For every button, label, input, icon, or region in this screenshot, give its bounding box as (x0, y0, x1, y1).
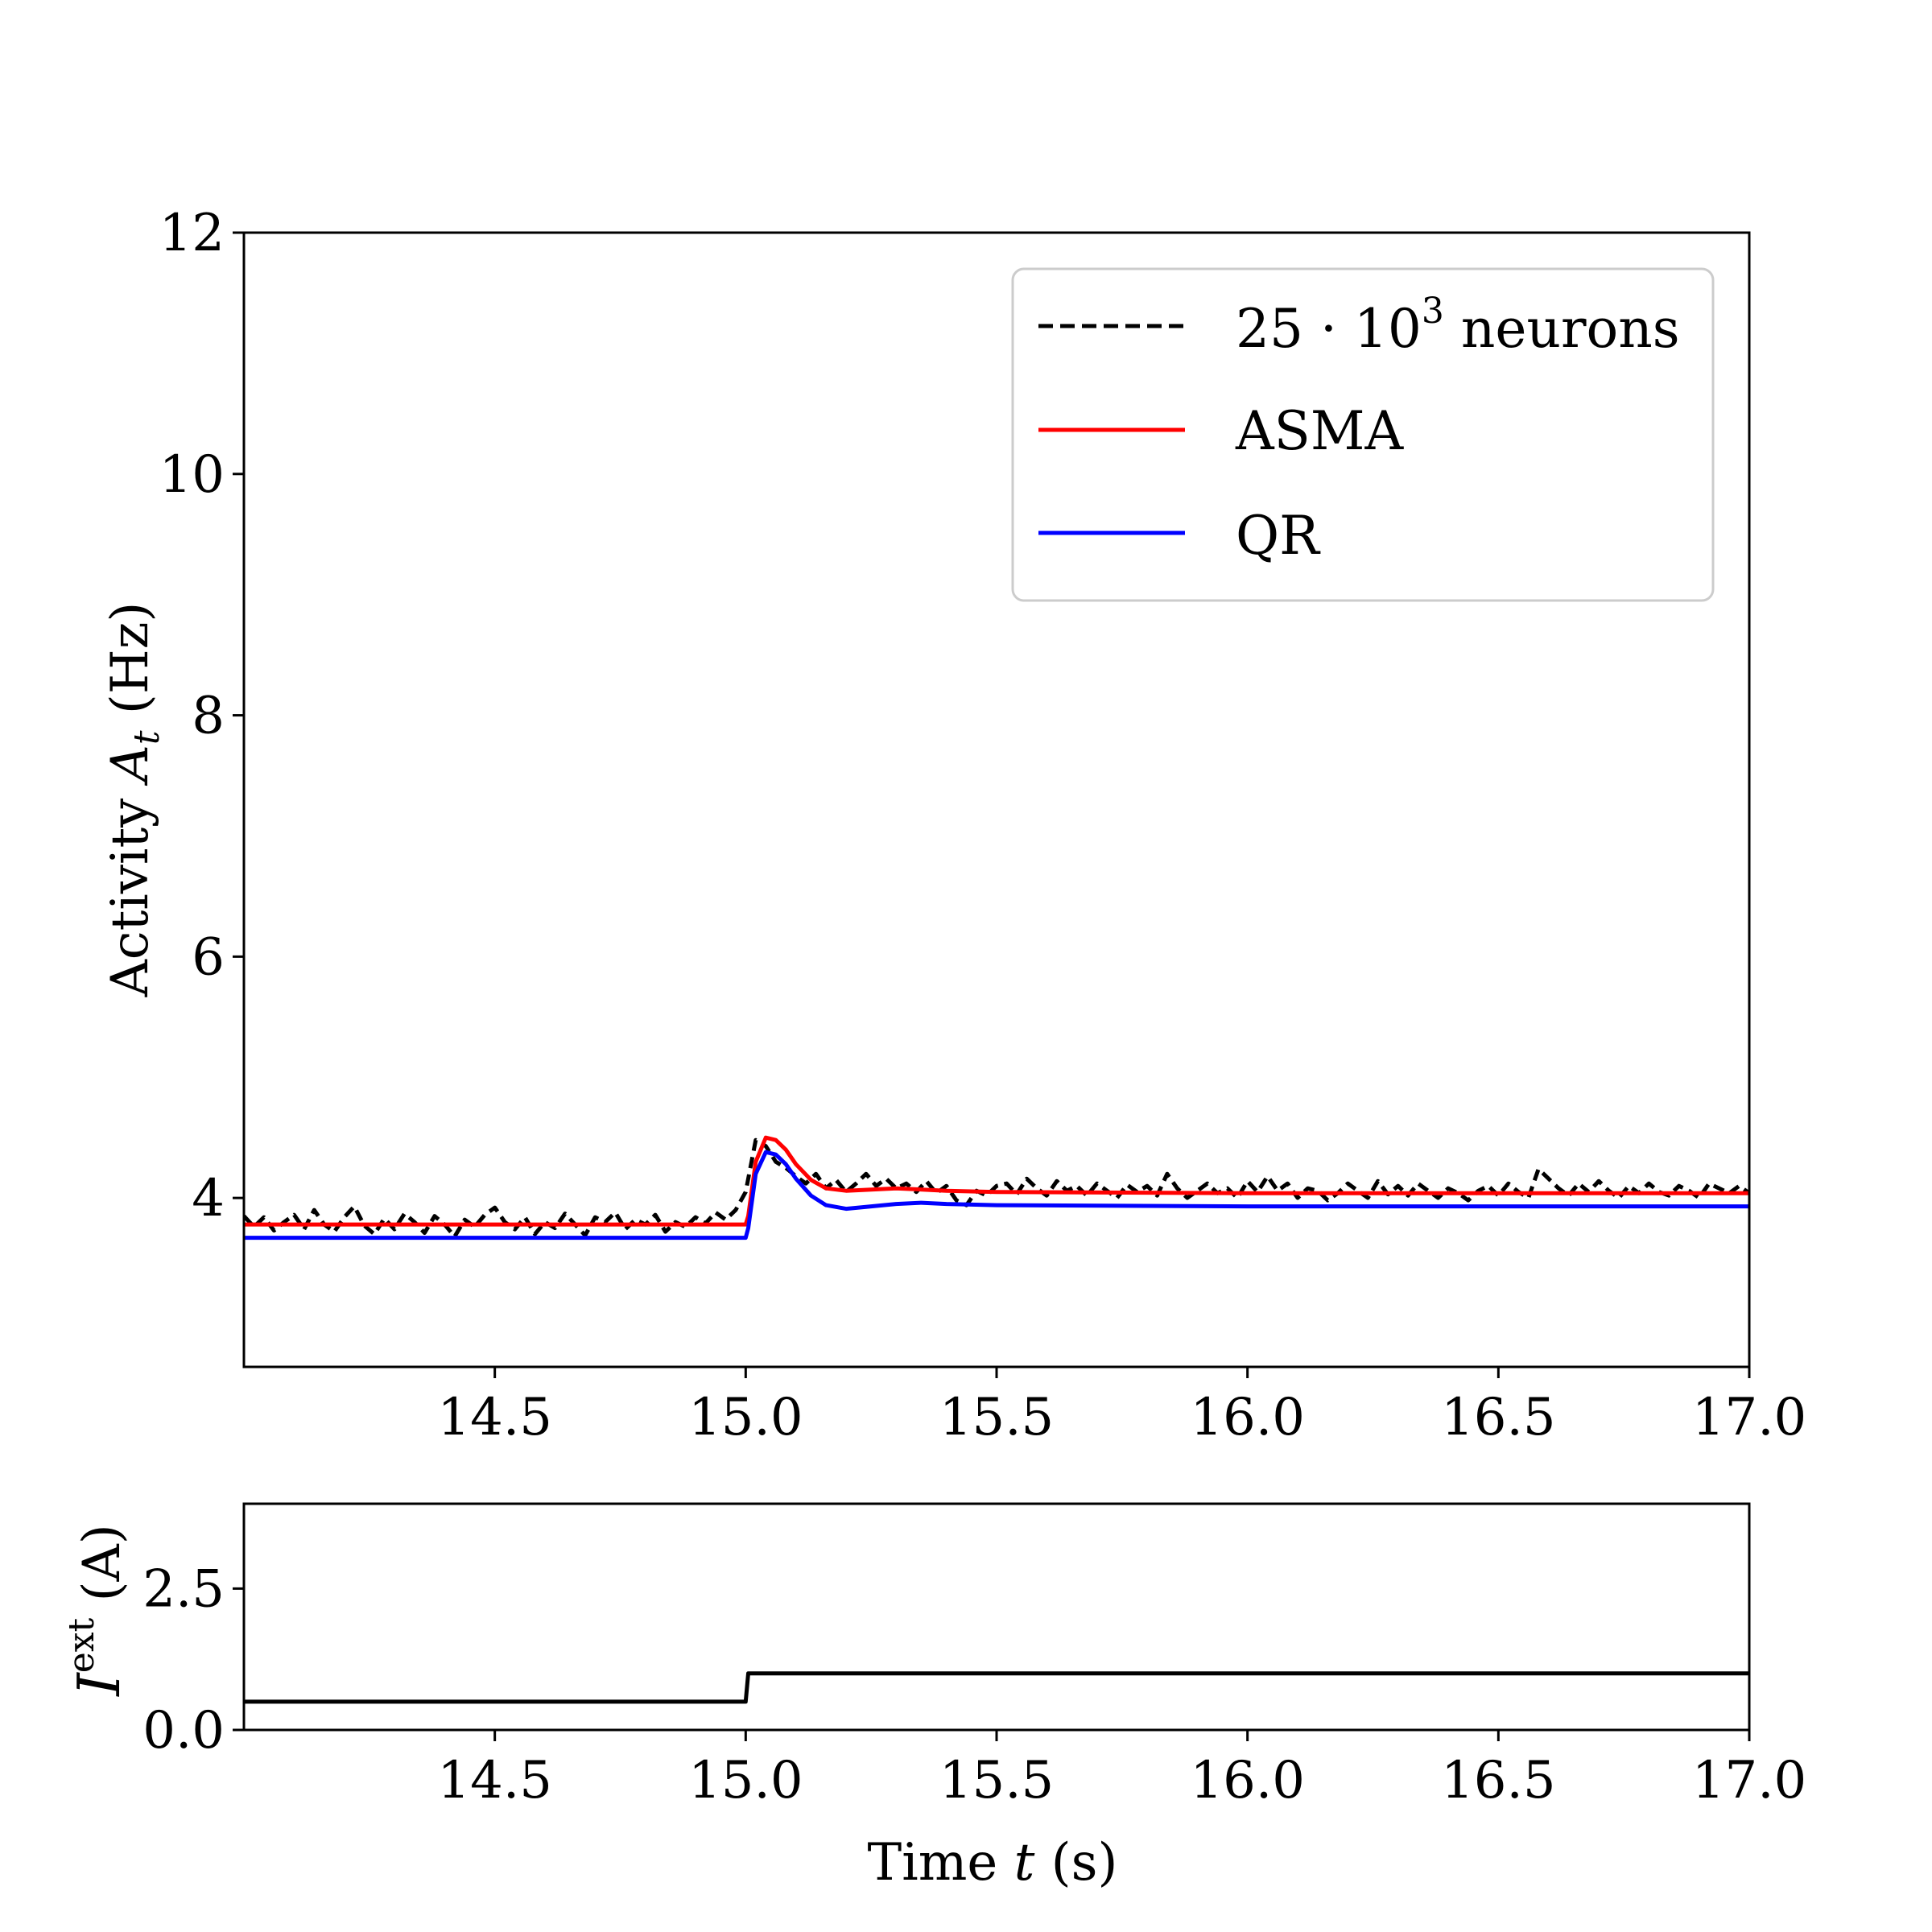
activity-x-tick-label: 16.0 (1190, 1388, 1305, 1447)
input-x-tick-label: 15.5 (939, 1751, 1055, 1810)
activity-y-axis-label: Activity At (Hz) (101, 602, 167, 998)
input-x-tick-label: 16.0 (1190, 1751, 1305, 1810)
input-x-tick-label: 17.0 (1692, 1751, 1807, 1810)
input-x-tick-label: 16.5 (1441, 1751, 1556, 1810)
legend-label-neurons: 25 · 103 neurons (1236, 291, 1680, 360)
activity-x-tick-label: 15.0 (688, 1388, 803, 1447)
activity-y-tick-label: 10 (159, 445, 225, 505)
activity-x-tick-label: 16.5 (1441, 1388, 1556, 1447)
activity-y-tick-label: 4 (192, 1169, 225, 1228)
legend-label-asma: ASMA (1235, 400, 1404, 462)
activity-line-qr (244, 1150, 1749, 1241)
legend-label-qr: QR (1236, 505, 1321, 567)
input-y-axis: 0.0 2.5 (142, 1559, 244, 1761)
activity-panel: 14.5 15.0 15.5 16.0 16.5 17.0 4 6 8 10 12 Activit… (101, 204, 1806, 1447)
activity-y-tick-label: 12 (159, 204, 225, 263)
input-panel: 14.5 15.0 15.5 16.0 16.5 17.0 0.0 2.5 Iext (A)… (61, 1502, 1806, 1893)
input-x-tick-label: 14.5 (437, 1751, 552, 1810)
activity-x-tick-label: 17.0 (1692, 1388, 1807, 1447)
input-series-group (244, 1671, 1749, 1704)
input-y-tick-label: 0.0 (142, 1701, 225, 1761)
activity-line-25-10-neurons (244, 1137, 1749, 1239)
input-y-axis-label: Iext (A) (61, 1524, 133, 1698)
activity-y-tick-label: 6 (192, 927, 225, 987)
activity-x-tick-label: 15.5 (939, 1388, 1055, 1447)
input-x-tick-label: 15.0 (688, 1751, 803, 1810)
activity-x-tick-label: 14.5 (437, 1388, 552, 1447)
activity-series-group (244, 1135, 1749, 1241)
activity-y-axis: 4 6 8 10 12 (159, 204, 244, 1228)
input-x-axis: 14.5 15.0 15.5 16.0 16.5 17.0 (437, 1730, 1806, 1810)
legend: 25 · 103 neurons ASMA QR (1011, 267, 1715, 602)
legend-box (1011, 267, 1715, 602)
input-x-axis-label: Time t (s) (868, 1833, 1118, 1893)
activity-y-tick-label: 8 (192, 687, 225, 746)
input-y-tick-label: 2.5 (142, 1559, 225, 1619)
input-line-series (244, 1671, 1749, 1704)
activity-x-axis: 14.5 15.0 15.5 16.0 16.5 17.0 (437, 1367, 1806, 1447)
